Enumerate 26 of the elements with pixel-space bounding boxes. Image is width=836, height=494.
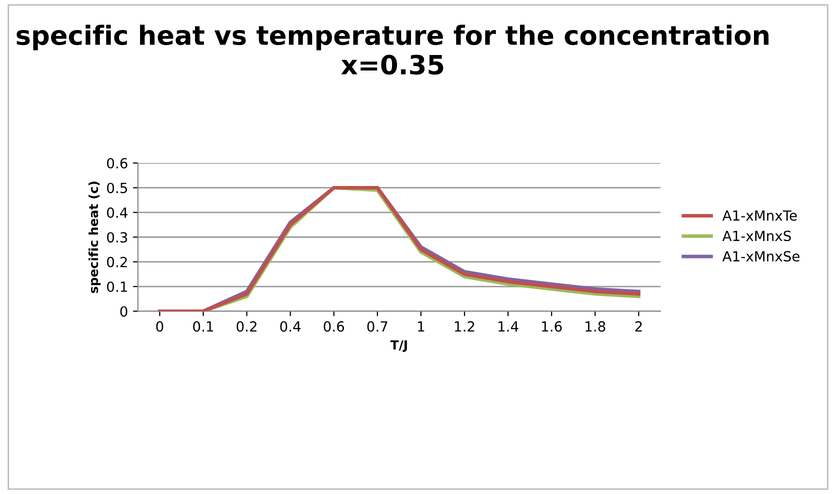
x-tick-label: 2 (635, 321, 642, 332)
x-tick-label: 0.7 (367, 321, 388, 332)
chart-title: specific heat vs temperature for the concentration x=0.35 (16, 24, 768, 75)
x-axis-title: T/J (390, 340, 407, 352)
x-tick-label: 1 (418, 321, 424, 332)
legend-label: A1-xMnxSe (722, 251, 800, 262)
legend-label: A1-xMnxTe (722, 210, 797, 221)
x-tick-label: 0.2 (236, 321, 256, 332)
x-tick-label: 1.2 (454, 321, 474, 332)
x-tick-label: 1.6 (542, 321, 562, 332)
legend-label: A1-xMnxS (722, 230, 791, 242)
y-tick-label: 0.4 (107, 207, 128, 218)
y-tick-label: 0.2 (107, 256, 127, 268)
y-tick-label: 0.3 (107, 232, 128, 243)
y-tick-label: 0.6 (107, 158, 128, 168)
x-tick-label: 0 (156, 321, 164, 332)
y-axis-title: specific heat (c) (88, 182, 101, 293)
x-tick-label: 0.1 (193, 321, 214, 332)
x-tick-label: 0.6 (324, 321, 344, 332)
y-tick-label: 0 (120, 306, 128, 317)
y-tick-label: 0.5 (107, 182, 128, 194)
y-tick-label: 0.1 (107, 281, 127, 292)
line-series (158, 186, 640, 312)
x-tick-label: 0.4 (280, 321, 301, 332)
x-tick-label: 1.8 (586, 321, 606, 332)
x-tick-label: 1.4 (498, 321, 518, 332)
